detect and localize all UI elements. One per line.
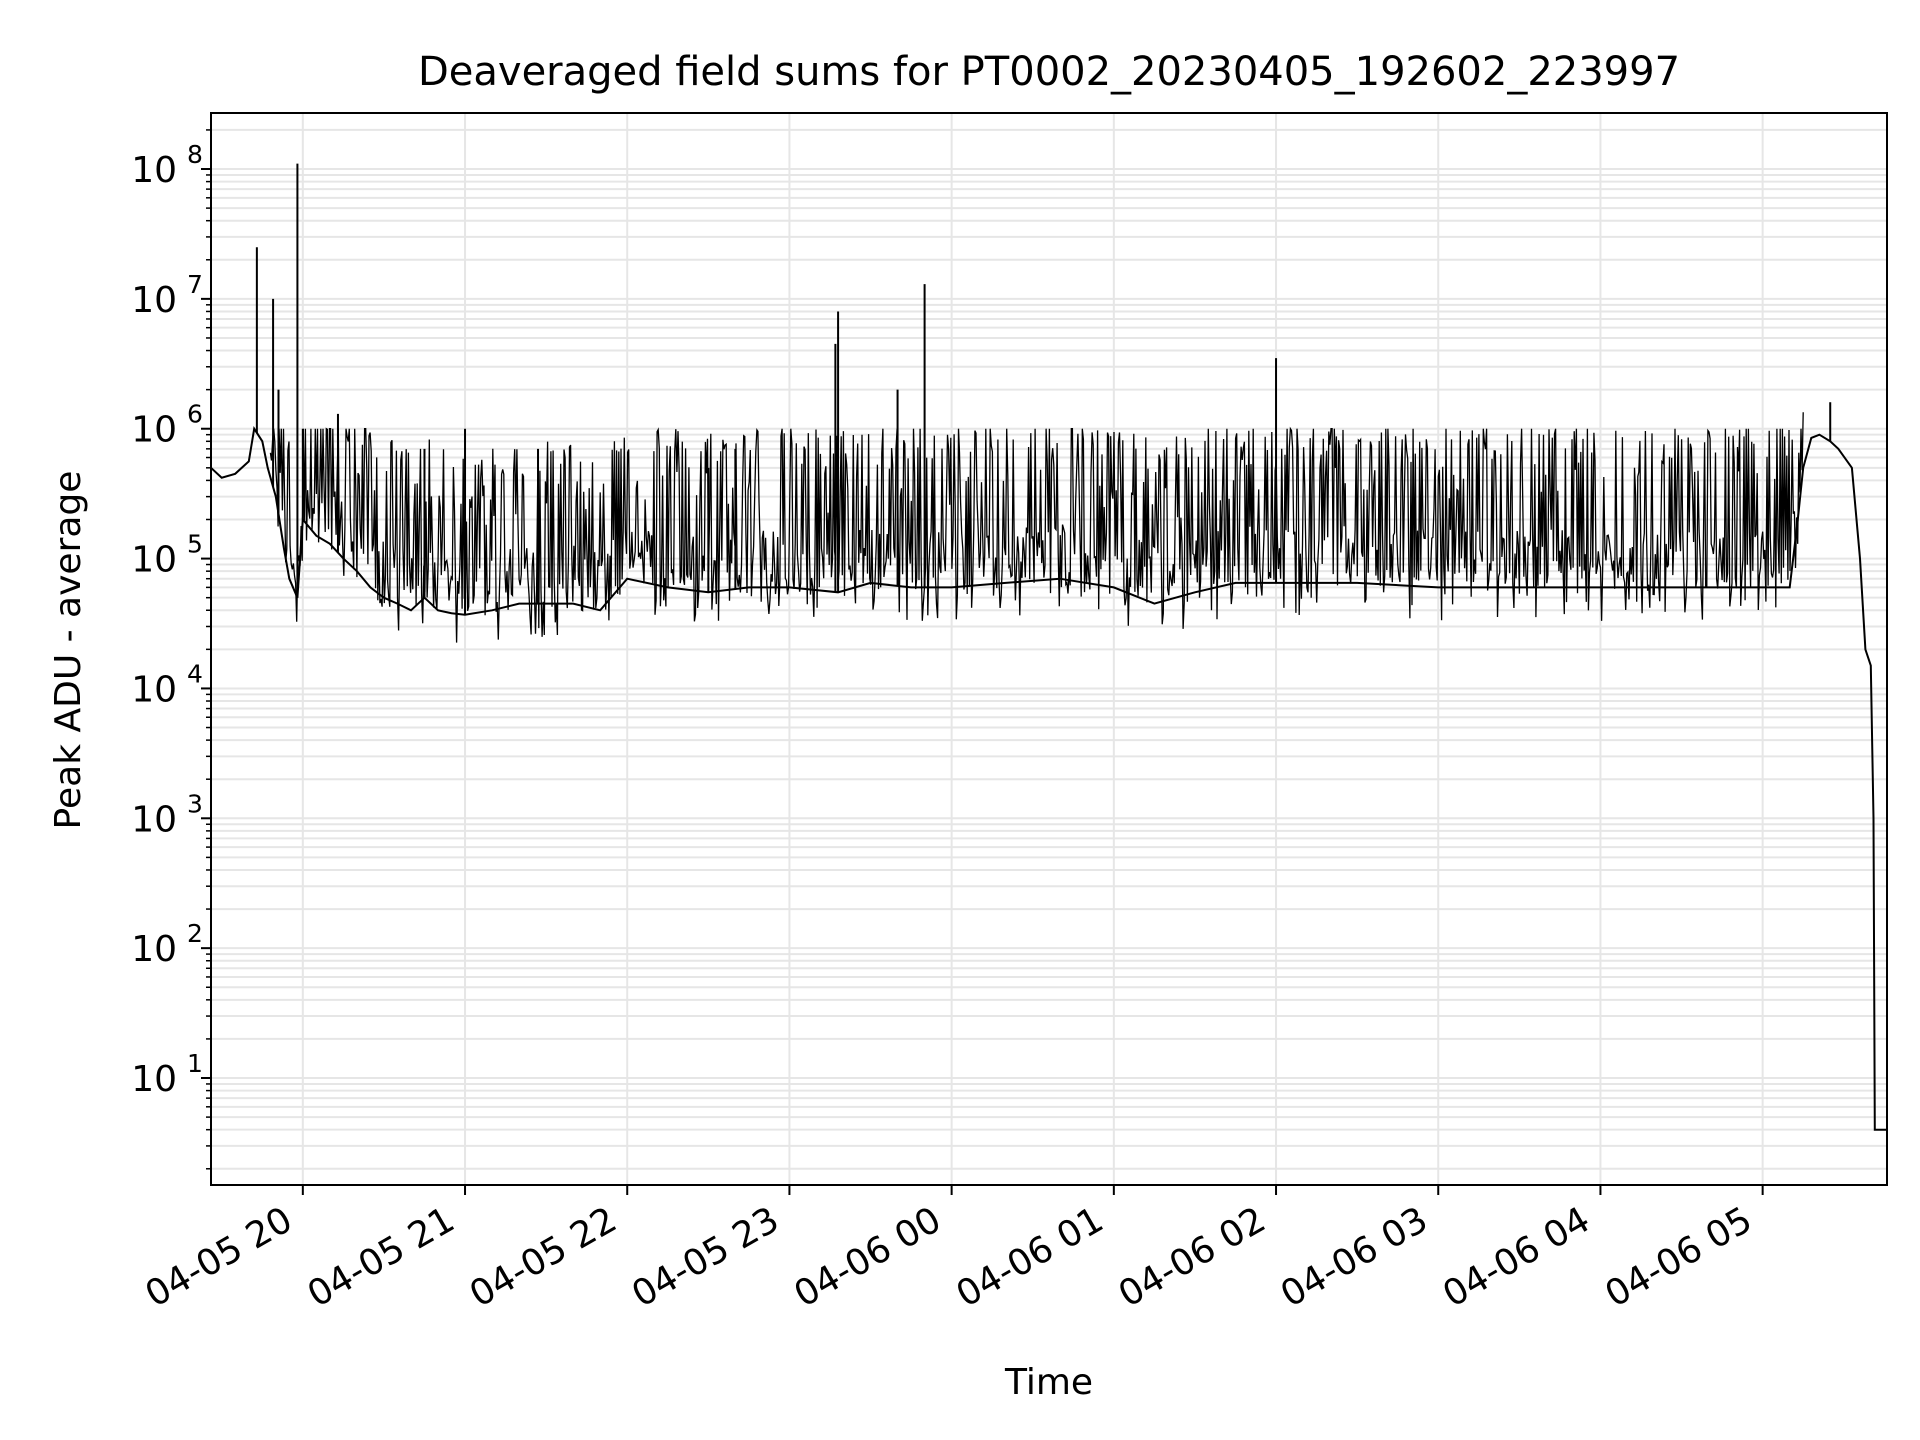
y-tick-label: 10 <box>131 799 177 840</box>
chart-title: Deaveraged field sums for PT0002_2023040… <box>418 49 1680 95</box>
y-tick-label-exponent: 1 <box>187 1049 203 1078</box>
y-tick-label: 10 <box>131 410 177 451</box>
x-axis-label: Time <box>1004 1362 1093 1403</box>
data-layer <box>210 163 1887 1131</box>
y-tick-label: 10 <box>131 669 177 710</box>
y-tick-label-exponent: 2 <box>187 919 203 948</box>
y-tick-label: 10 <box>131 929 177 970</box>
y-tick-label: 10 <box>131 540 177 581</box>
y-tick-label-exponent: 6 <box>187 400 203 429</box>
y-tick-label-exponent: 4 <box>187 659 203 688</box>
y-tick-label: 10 <box>131 150 177 191</box>
series-noise-trace <box>269 412 1804 643</box>
y-axis-label: Peak ADU - average <box>48 471 89 830</box>
y-tick-label-exponent: 5 <box>187 530 203 559</box>
y-tick-label-exponent: 8 <box>187 140 203 169</box>
y-tick-label-exponent: 7 <box>187 270 203 299</box>
y-tick-label: 10 <box>131 1059 177 1100</box>
y-tick-label-exponent: 3 <box>187 789 203 818</box>
grid-lines <box>211 113 1887 1185</box>
y-tick-label: 10 <box>131 280 177 321</box>
